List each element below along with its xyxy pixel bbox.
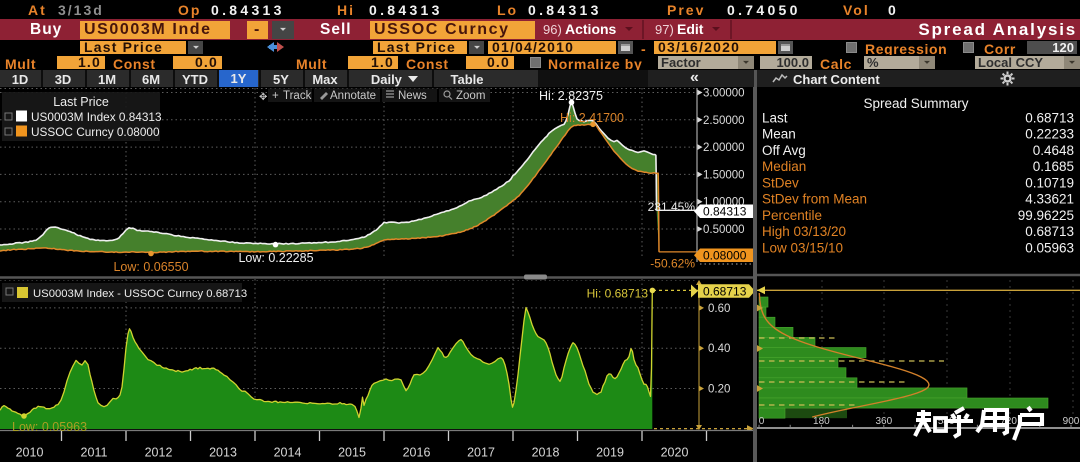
svg-text:0.10719: 0.10719 (1025, 175, 1074, 190)
svg-text:Track: Track (283, 90, 312, 102)
svg-text:2.50000: 2.50000 (703, 115, 745, 127)
svg-text:2019: 2019 (596, 446, 624, 460)
svg-text:US0003M Index 0.84313: US0003M Index 0.84313 (31, 110, 162, 124)
svg-text:+: + (272, 90, 279, 102)
svg-text:4.33621: 4.33621 (1025, 192, 1074, 207)
svg-text:Hi: 0.68713: Hi: 0.68713 (587, 287, 649, 301)
svg-text:✥: ✥ (259, 92, 267, 103)
svg-text:Median: Median (762, 159, 806, 174)
svg-text:2010: 2010 (16, 446, 44, 460)
svg-text:US0003M Index - USSOC Curncy 0: US0003M Index - USSOC Curncy 0.68713 (33, 288, 247, 300)
svg-text:0: 0 (759, 416, 765, 427)
svg-text:900: 900 (1063, 416, 1080, 427)
svg-text:USSOC Curncy 0.08000: USSOC Curncy 0.08000 (31, 125, 160, 139)
svg-text:0.4648: 0.4648 (1033, 143, 1074, 158)
svg-text:News: News (398, 90, 427, 102)
svg-text:Spread Summary: Spread Summary (863, 96, 968, 111)
svg-text:3.00000: 3.00000 (703, 88, 745, 100)
svg-text:Last: Last (762, 110, 788, 125)
svg-text:Last Price: Last Price (53, 95, 109, 109)
svg-text:99.96225: 99.96225 (1018, 208, 1074, 223)
svg-text:-50.62%: -50.62% (650, 257, 695, 271)
svg-text:0.40: 0.40 (708, 343, 730, 355)
svg-text:Low 03/15/10: Low 03/15/10 (762, 240, 843, 255)
svg-text:0.60: 0.60 (708, 303, 730, 315)
svg-text:2011: 2011 (81, 446, 108, 460)
svg-text:Zoom: Zoom (456, 90, 485, 102)
svg-text:Low: 0.05963: Low: 0.05963 (12, 420, 87, 434)
svg-text:2020: 2020 (661, 446, 689, 460)
svg-text:0.1685: 0.1685 (1033, 159, 1074, 174)
svg-text:StDev from Mean: StDev from Mean (762, 192, 867, 207)
svg-text:180: 180 (813, 416, 830, 427)
svg-text:0.20: 0.20 (708, 384, 730, 396)
svg-text:0.68713: 0.68713 (1025, 224, 1074, 239)
svg-text:0.05963: 0.05963 (1025, 240, 1074, 255)
svg-text:2016: 2016 (403, 446, 431, 460)
svg-text:0.68713: 0.68713 (703, 285, 747, 299)
svg-text:2017: 2017 (467, 446, 495, 460)
svg-text:2014: 2014 (274, 446, 302, 460)
svg-text:0.50000: 0.50000 (703, 224, 745, 236)
svg-text:2.00000: 2.00000 (703, 142, 745, 154)
svg-text:Mean: Mean (762, 127, 796, 142)
svg-text:2018: 2018 (532, 446, 560, 460)
svg-text:231.45%: 231.45% (648, 200, 696, 214)
svg-text:Off Avg: Off Avg (762, 143, 806, 158)
svg-text:StDev: StDev (762, 175, 799, 190)
svg-text:Percentile: Percentile (762, 208, 822, 223)
svg-text:360: 360 (875, 416, 892, 427)
svg-text:2013: 2013 (209, 446, 237, 460)
svg-text:0.22233: 0.22233 (1025, 127, 1074, 142)
svg-text:2015: 2015 (338, 446, 366, 460)
svg-text:Hi: 2.82375: Hi: 2.82375 (539, 89, 603, 103)
svg-text:Hi: 2.41700: Hi: 2.41700 (560, 111, 624, 125)
svg-text:0.68713: 0.68713 (1025, 110, 1074, 125)
svg-text:1.50000: 1.50000 (703, 169, 745, 181)
svg-text:0.08000: 0.08000 (703, 249, 747, 263)
svg-text:High 03/13/20: High 03/13/20 (762, 224, 846, 239)
svg-text:0.84313: 0.84313 (703, 205, 747, 219)
svg-text:Annotate: Annotate (330, 90, 376, 102)
svg-text:Low: 0.22285: Low: 0.22285 (238, 251, 313, 265)
svg-text:Low: 0.06550: Low: 0.06550 (113, 260, 188, 274)
svg-text:2012: 2012 (145, 446, 173, 460)
